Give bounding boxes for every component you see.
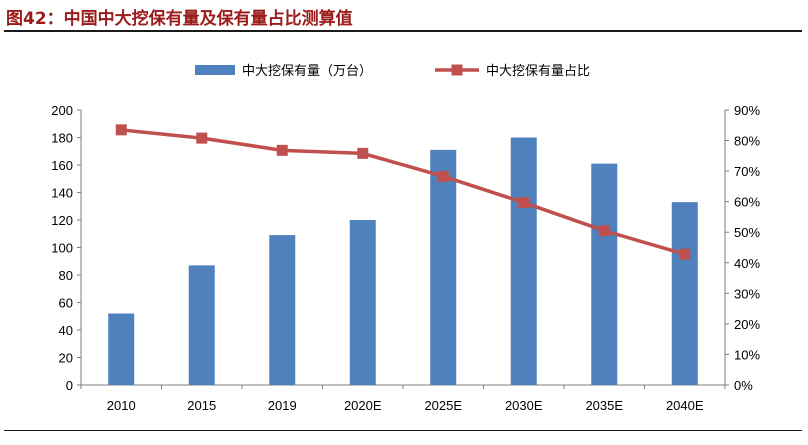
bar: [591, 163, 618, 385]
bar: [510, 137, 537, 385]
line-marker: [518, 197, 530, 209]
line-marker: [598, 225, 610, 237]
line-series: [121, 128, 686, 256]
left-tick-label: 0: [66, 378, 73, 393]
left-tick-label: 100: [51, 241, 73, 256]
right-tick-label: 20%: [734, 317, 760, 332]
x-tick-label: 2035E: [585, 398, 623, 413]
right-tick-label: 50%: [734, 225, 760, 240]
right-tick-label: 70%: [734, 164, 760, 179]
x-tick-label: 2020E: [344, 398, 382, 413]
x-tick-label: 2019: [268, 398, 297, 413]
legend-label-bar: 中大挖保有量（万台）: [242, 64, 372, 79]
left-tick-label: 160: [51, 158, 73, 173]
right-tick-label: 40%: [734, 256, 760, 271]
line-marker: [357, 147, 369, 159]
line-marker: [679, 248, 691, 260]
x-tick-label: 2040E: [666, 398, 704, 413]
figure-title: 图42：中国中大挖保有量及保有量占比测算值: [6, 9, 353, 29]
right-tick-label: 30%: [734, 286, 760, 301]
left-tick-label: 60: [59, 296, 73, 311]
line-marker: [276, 144, 288, 156]
right-tick-label: 0%: [734, 378, 753, 393]
top-rule: [4, 30, 802, 32]
bar: [430, 149, 457, 385]
left-tick-label: 20: [59, 351, 73, 366]
left-tick-label: 40: [59, 323, 73, 338]
bar: [108, 313, 135, 385]
bar: [349, 220, 376, 385]
x-tick-label: 2030E: [505, 398, 543, 413]
bar: [188, 265, 215, 385]
legend-swatch-marker: [451, 64, 463, 76]
right-tick-label: 90%: [734, 103, 760, 118]
bar: [671, 202, 698, 385]
right-tick-label: 80%: [734, 134, 760, 149]
left-tick-label: 140: [51, 186, 73, 201]
right-tick-label: 60%: [734, 195, 760, 210]
bar: [269, 235, 296, 385]
x-tick-label: 2015: [187, 398, 216, 413]
x-tick-label: 2010: [107, 398, 136, 413]
legend-swatch-bar: [195, 65, 235, 75]
bottom-rule: [4, 430, 802, 431]
left-tick-label: 80: [59, 268, 73, 283]
right-tick-label: 10%: [734, 347, 760, 362]
legend-label-line: 中大挖保有量占比: [486, 64, 590, 79]
left-tick-label: 180: [51, 131, 73, 146]
line-marker: [437, 170, 449, 182]
left-tick-label: 200: [51, 103, 73, 118]
x-tick-label: 2025E: [424, 398, 462, 413]
line-marker: [115, 124, 127, 136]
line-marker: [196, 132, 208, 144]
left-tick-label: 120: [51, 213, 73, 228]
